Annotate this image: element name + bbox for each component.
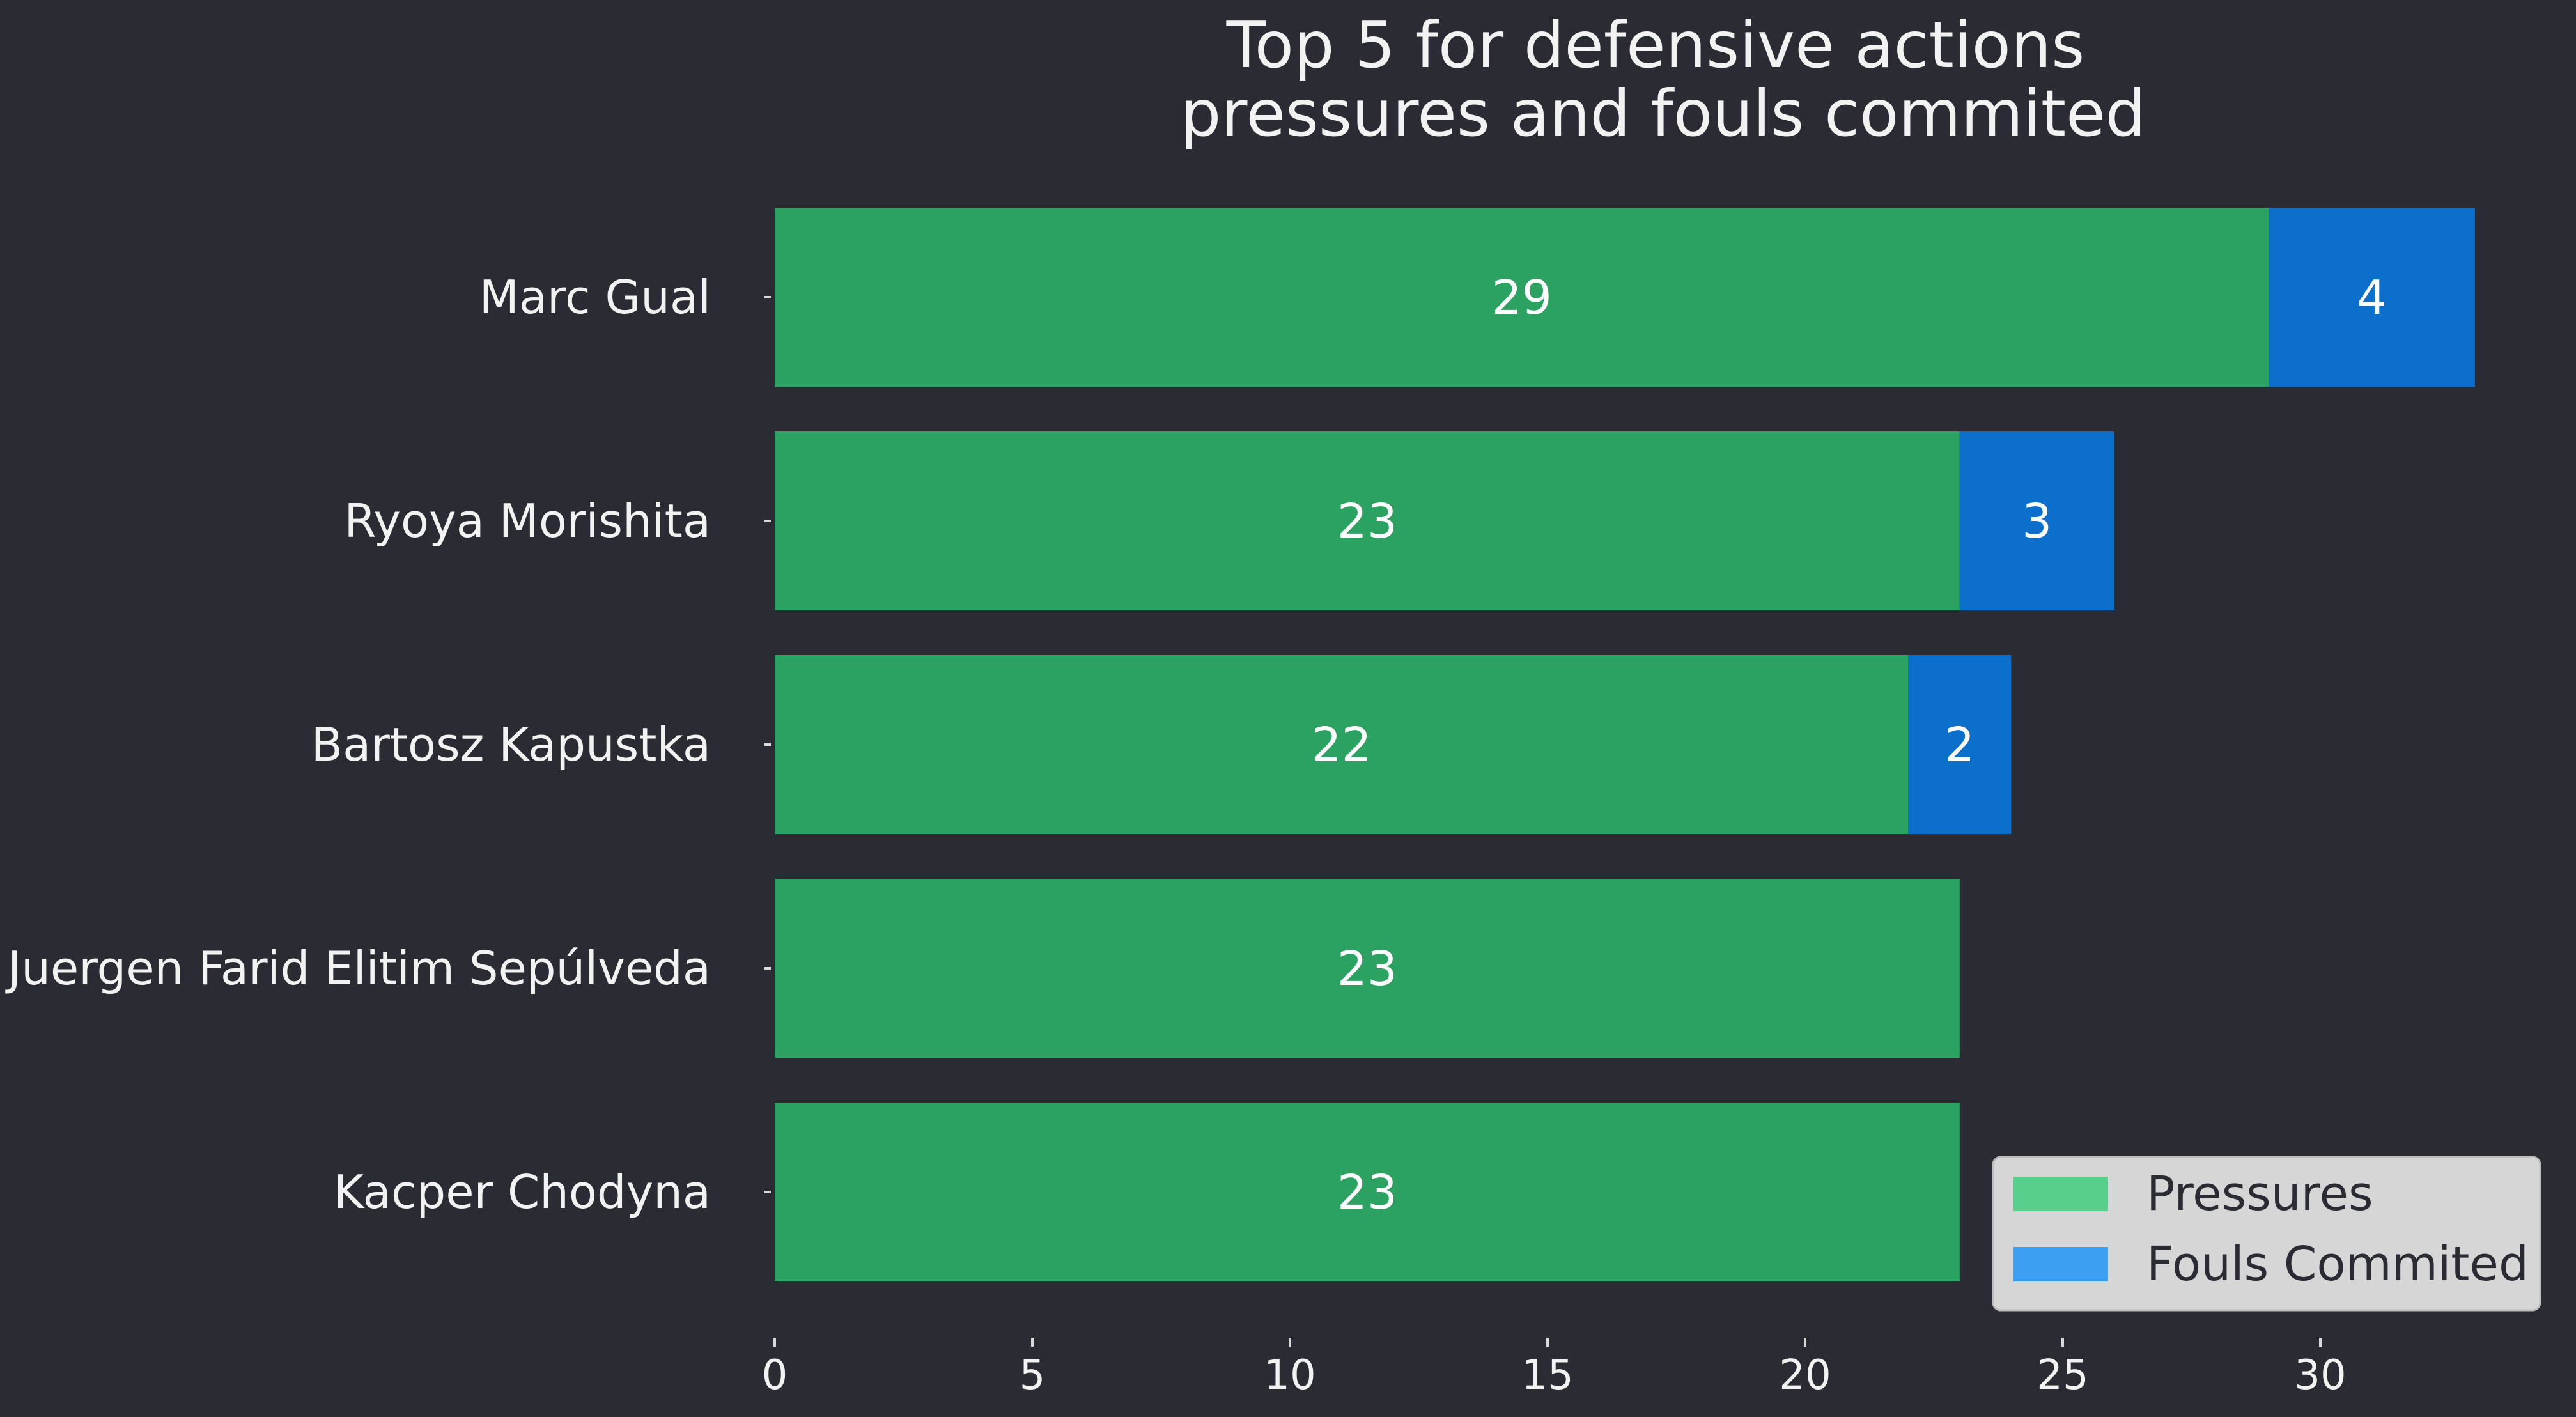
legend-swatch-fouls-commited (2013, 1247, 2108, 1281)
bar-label-pressures-juergen-farid-elitim-sepulveda: 23 (1337, 941, 1397, 996)
bar-label-pressures-kacper-chodyna: 23 (1337, 1165, 1397, 1220)
chart-title-line-1: Top 5 for defensive actions (1226, 8, 2085, 82)
legend-label-pressures: Pressures (2146, 1166, 2373, 1221)
chart-title-line-2: pressures and fouls commited (1181, 76, 2146, 151)
bar-label-pressures-ryoya-morishita: 23 (1337, 494, 1397, 549)
bar-label-pressures-marc-gual: 29 (1492, 270, 1552, 325)
legend: Pressures Fouls Commited (1992, 1156, 2541, 1312)
y-tick-label-bartosz-kapustka: Bartosz Kapustka (311, 718, 711, 771)
x-tick-label-0: 0 (762, 1352, 788, 1399)
y-tick-label-juergen-farid-elitim-sepulveda: Juergen Farid Elitim Sepúlveda (5, 941, 711, 995)
bar-pressures-bartosz-kapustka (775, 655, 1909, 834)
bar-fouls-commited-ryoya-morishita (1959, 431, 2114, 610)
bar-label-fouls-commited-bartosz-kapustka: 2 (1944, 718, 1975, 773)
legend-label-fouls-commited: Fouls Commited (2146, 1237, 2529, 1292)
x-tick-label-15: 15 (1521, 1352, 1573, 1399)
bar-label-fouls-commited-ryoya-morishita: 3 (2022, 494, 2052, 549)
y-tick-label-ryoya-morishita: Ryoya Morishita (344, 494, 711, 548)
y-tick-label-kacper-chodyna: Kacper Chodyna (334, 1165, 711, 1219)
x-tick-label-25: 25 (2037, 1352, 2088, 1399)
x-tick-label-20: 20 (1779, 1352, 1831, 1399)
bar-pressures-kacper-chodyna (775, 1103, 1960, 1281)
bar-fouls-commited-bartosz-kapustka (1908, 655, 2012, 834)
legend-frame (1992, 1156, 2541, 1312)
x-tick-label-30: 30 (2294, 1352, 2346, 1399)
legend-swatch-pressures (2013, 1177, 2108, 1211)
y-tick-label-marc-gual: Marc Gual (479, 270, 711, 324)
bar-pressures-marc-gual (775, 208, 2269, 387)
x-tick-label-5: 5 (1020, 1352, 1046, 1399)
bars-layer (775, 208, 2475, 1281)
x-tick-label-10: 10 (1264, 1352, 1315, 1399)
x-axis: 0 5 10 15 20 25 30 (762, 1338, 2347, 1399)
bar-label-pressures-bartosz-kapustka: 22 (1312, 718, 1372, 773)
bar-pressures-juergen-farid-elitim-sepulveda (775, 879, 1960, 1058)
bar-label-fouls-commited-marc-gual: 4 (2357, 270, 2387, 325)
bar-pressures-ryoya-morishita (775, 431, 1960, 610)
bar-fouls-commited-marc-gual (2269, 208, 2475, 387)
y-axis: Marc Gual Ryoya Morishita Bartosz Kapustka… (5, 270, 771, 1219)
